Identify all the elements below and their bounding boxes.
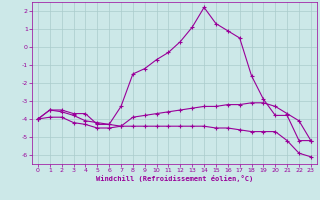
X-axis label: Windchill (Refroidissement éolien,°C): Windchill (Refroidissement éolien,°C): [96, 175, 253, 182]
